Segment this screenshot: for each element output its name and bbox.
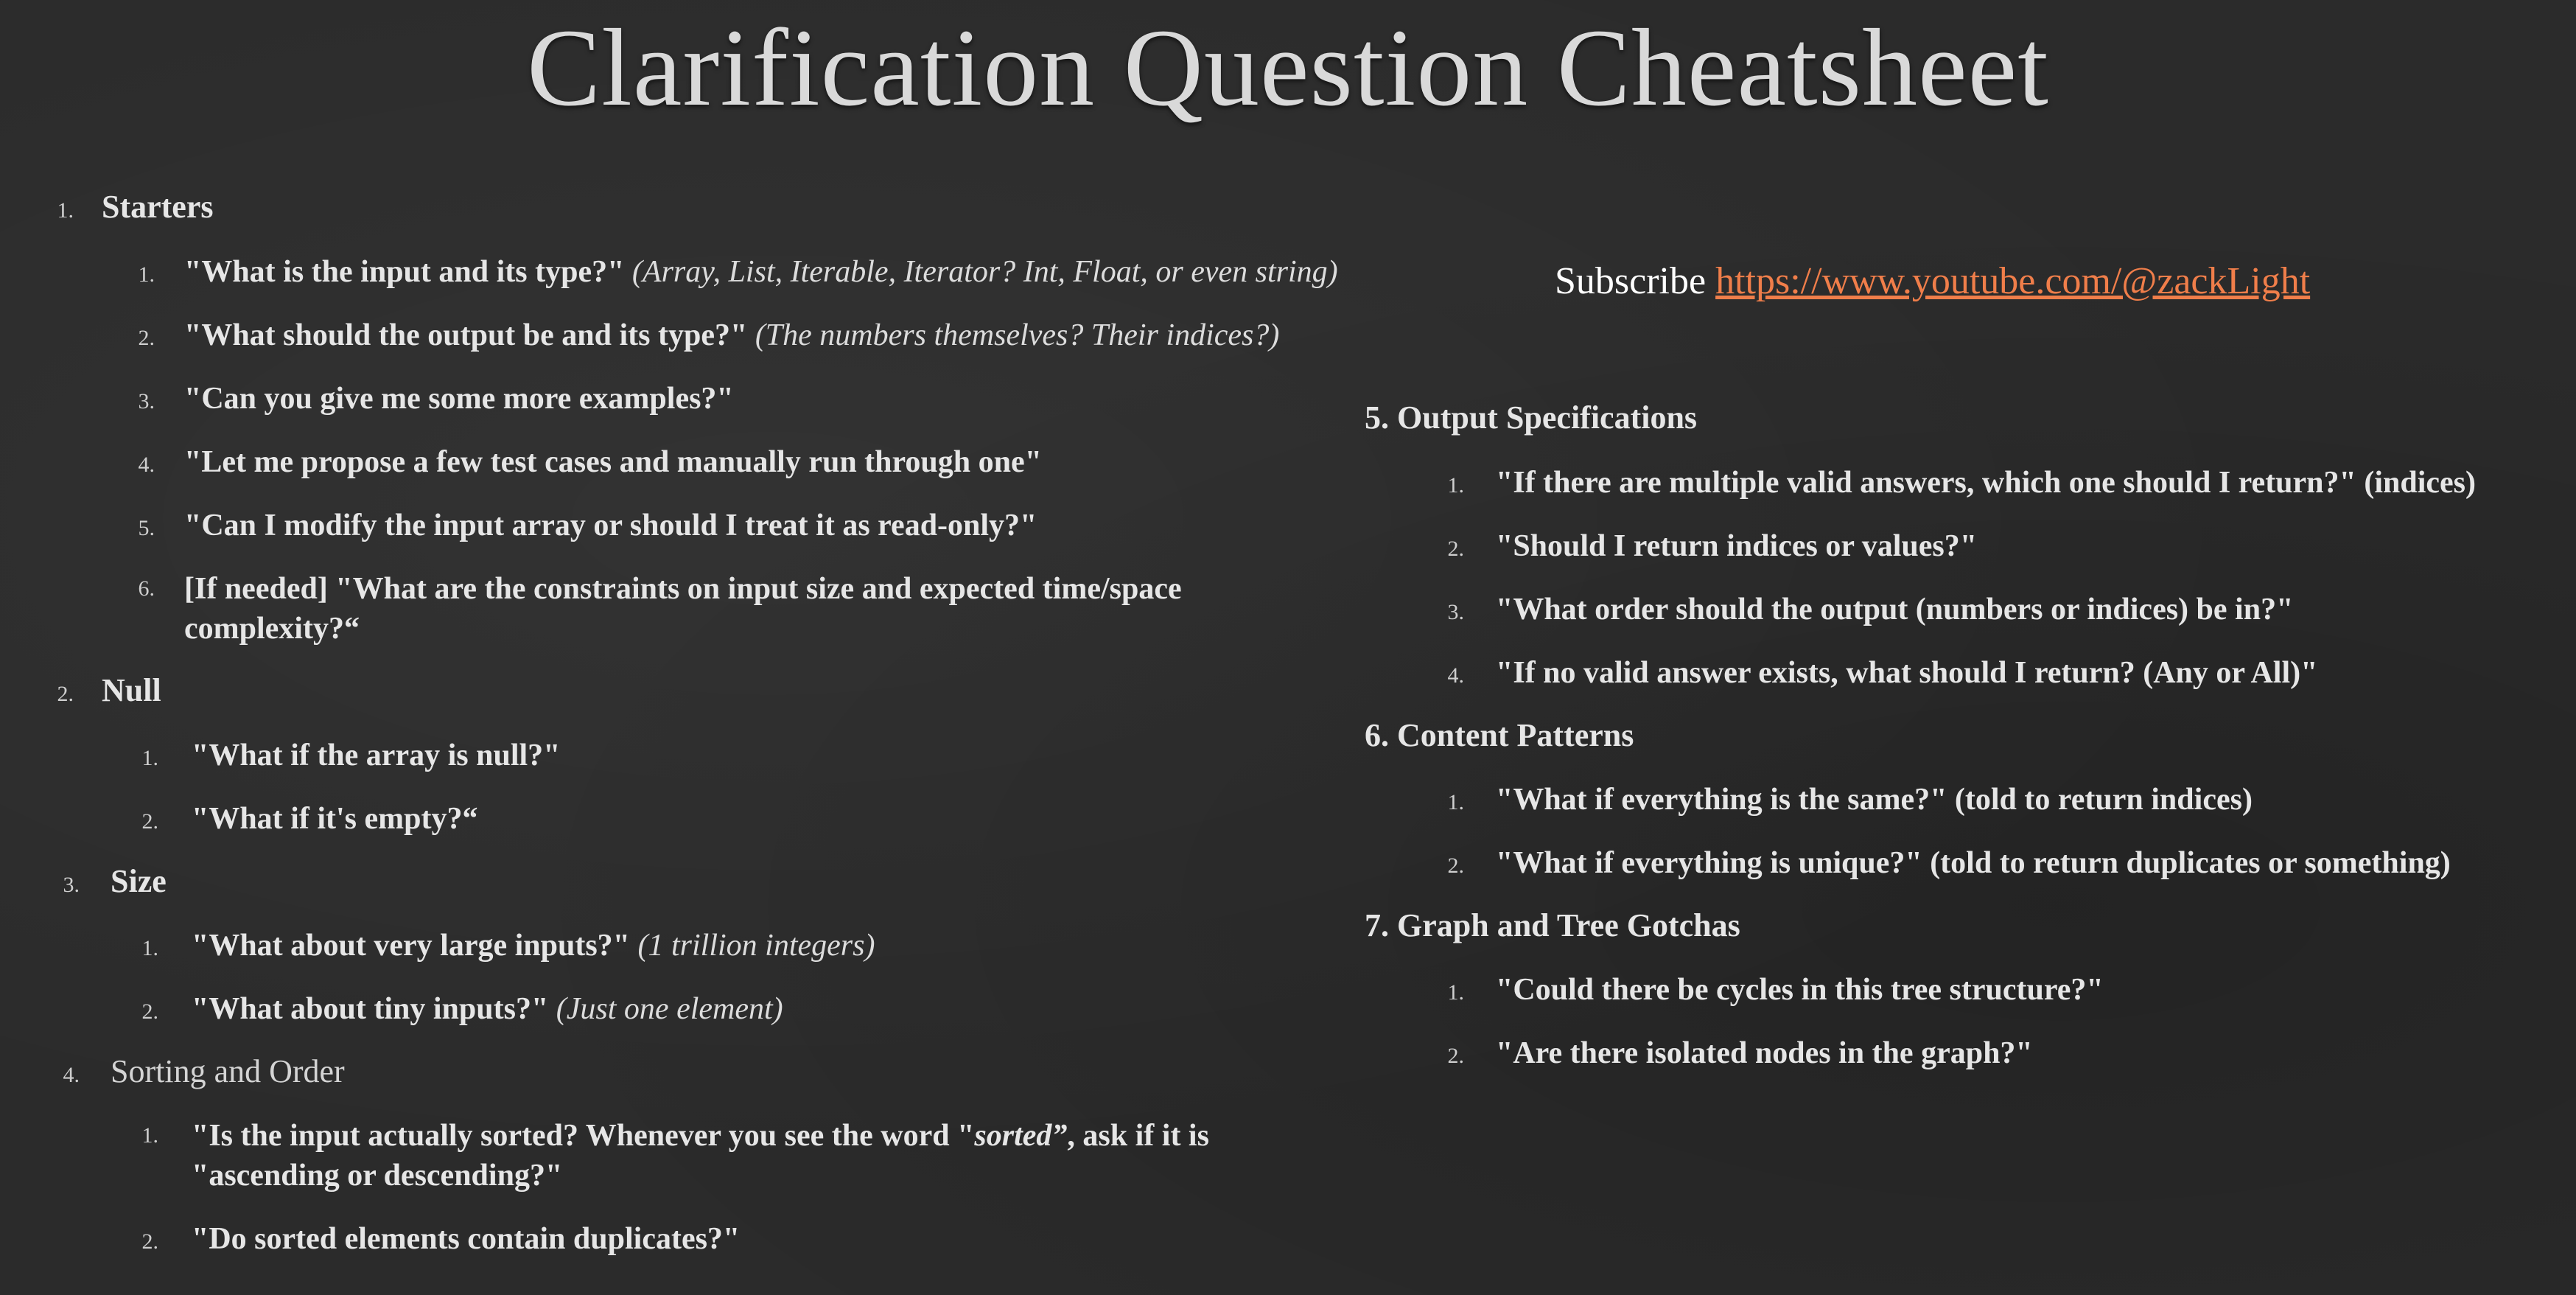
section-heading: Starters — [102, 189, 214, 225]
section-starters: 1. Starters — [0, 188, 214, 226]
item-text: "Should I return indices or values?" — [1496, 529, 1978, 563]
item-text: "What if everything is the same?" (told … — [1496, 783, 2253, 817]
item-text: "Are there isolated nodes in the graph?" — [1496, 1036, 2033, 1070]
item-number: 1. — [141, 1123, 159, 1148]
list-item: 4. "Let me propose a few test cases and … — [0, 442, 1042, 482]
item-number: 1. — [138, 262, 155, 287]
item-text: [If needed] "What are the constraints on… — [184, 572, 1182, 646]
youtube-link[interactable]: https://www.youtube.com/@zackLight — [1715, 260, 2311, 302]
item-text: "If there are multiple valid answers, wh… — [1496, 466, 2477, 500]
list-item: 4. "If no valid answer exists, what shou… — [1365, 653, 2318, 693]
list-item: 1. "What is the input and its type?" (Ar… — [0, 252, 1338, 292]
item-number: 2. — [1447, 1044, 1465, 1068]
list-item: 2. "What if it's empty?“ — [0, 799, 478, 839]
item-number: 2. — [1447, 854, 1465, 878]
item-number: 1. — [141, 936, 159, 960]
item-text: "Can you give me some more examples?" — [184, 382, 734, 416]
item-number: 4. — [138, 453, 155, 477]
item-text: "What order should the output (numbers o… — [1496, 593, 2294, 626]
section-number: 1. — [57, 198, 74, 223]
list-item: 2. "What if everything is unique?" (told… — [1365, 843, 2451, 883]
item-number: 5. — [138, 516, 155, 540]
list-item: 5. "Can I modify the input array or shou… — [0, 506, 1037, 545]
item-text: "What should the output be and its type?… — [184, 318, 1280, 352]
item-number: 1. — [1447, 473, 1465, 498]
item-text: "What about very large inputs?" (1 trill… — [192, 929, 875, 963]
item-text: "Could there be cycles in this tree stru… — [1496, 973, 2104, 1007]
item-number: 3. — [1447, 600, 1465, 624]
list-item: 2. "Should I return indices or values?" — [1365, 526, 1978, 566]
list-item: 2. "What should the output be and its ty… — [0, 315, 1280, 355]
item-text: "What about tiny inputs?" (Just one elem… — [192, 992, 783, 1026]
item-number: 2. — [141, 999, 159, 1024]
item-text: "What if everything is unique?" (told to… — [1496, 846, 2451, 880]
item-number: 6. — [138, 576, 155, 601]
item-number: 4. — [1447, 663, 1465, 688]
list-item: 2. "What about tiny inputs?" (Just one e… — [0, 989, 783, 1029]
subscribe-label: Subscribe — [1555, 260, 1707, 302]
page-title: Clarification Question Cheatsheet — [527, 7, 2049, 129]
item-note: (1 trillion integers) — [637, 929, 875, 963]
item-text: "If no valid answer exists, what should … — [1496, 656, 2318, 690]
item-number: 2. — [1447, 537, 1465, 561]
item-note: (Array, List, Iterable, Iterator? Int, F… — [631, 255, 1338, 289]
section-heading: 6. Content Patterns — [1365, 717, 1634, 753]
section-output-specifications: 5. Output Specifications — [1365, 399, 1697, 436]
section-number: 2. — [57, 682, 74, 706]
list-item: 2. "Are there isolated nodes in the grap… — [1365, 1033, 2033, 1073]
item-text: "Do sorted elements contain duplicates?" — [192, 1222, 741, 1256]
section-sorting: 4. Sorting and Order — [0, 1053, 345, 1090]
list-item: 3. "Can you give me some more examples?" — [0, 379, 734, 419]
section-size: 3. Size — [0, 862, 167, 900]
item-text: "What is the input and its type?" (Array… — [184, 255, 1338, 289]
section-number: 3. — [63, 873, 80, 897]
list-item: 2. "Do sorted elements contain duplicate… — [0, 1219, 741, 1259]
section-number: 4. — [63, 1063, 80, 1087]
list-item: 3. "What order should the output (number… — [1365, 590, 2294, 629]
list-item: 1. "What if the array is null?" — [0, 736, 561, 775]
list-item: 1. "Is the input actually sorted? Whenev… — [0, 1116, 1371, 1195]
item-note: (Just one element) — [556, 992, 783, 1026]
item-text: "Can I modify the input array or should … — [184, 509, 1037, 542]
section-heading: 5. Output Specifications — [1365, 399, 1698, 436]
item-number: 3. — [138, 389, 155, 413]
item-number: 2. — [138, 326, 155, 350]
item-number: 2. — [141, 1229, 159, 1254]
item-number: 2. — [141, 809, 159, 834]
item-number: 1. — [1447, 790, 1465, 814]
item-text: "Is the input actually sorted? Whenever … — [192, 1119, 1209, 1193]
list-item: 1. "What about very large inputs?" (1 tr… — [0, 926, 875, 966]
subscribe-line: Subscribe https://www.youtube.com/@zackL… — [1555, 259, 2310, 303]
section-heading: 7. Graph and Tree Gotchas — [1365, 907, 1740, 943]
list-item: 1. "Could there be cycles in this tree s… — [1365, 970, 2104, 1010]
item-text: "What if it's empty?“ — [192, 802, 478, 836]
section-heading: Sorting and Order — [111, 1053, 345, 1089]
emphasis-word: sorted” — [974, 1119, 1068, 1153]
section-heading: Null — [102, 672, 161, 708]
list-item: 1. "What if everything is the same?" (to… — [1365, 780, 2253, 820]
section-graph-tree-gotchas: 7. Graph and Tree Gotchas — [1365, 907, 1740, 944]
section-content-patterns: 6. Content Patterns — [1365, 716, 1634, 754]
section-heading: Size — [111, 863, 167, 899]
section-null: 2. Null — [0, 671, 161, 709]
item-number: 1. — [141, 746, 159, 770]
item-note: (The numbers themselves? Their indices?) — [755, 318, 1280, 352]
item-text: "What if the array is null?" — [192, 739, 561, 772]
list-item: 6. [If needed] "What are the constraints… — [0, 569, 1363, 649]
item-number: 1. — [1447, 980, 1465, 1005]
item-text: "Let me propose a few test cases and man… — [184, 445, 1042, 479]
list-item: 1. "If there are multiple valid answers,… — [1365, 463, 2477, 503]
